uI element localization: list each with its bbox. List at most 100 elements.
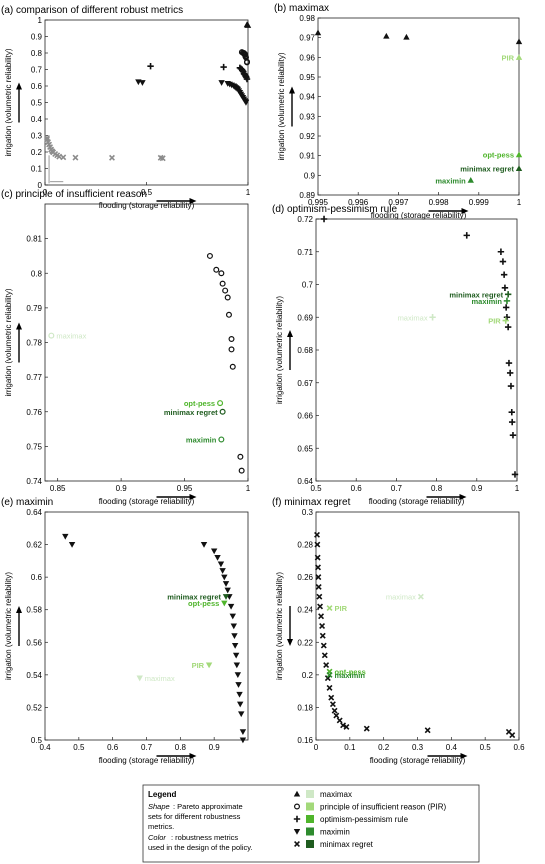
data-point (316, 593, 323, 600)
highlight-point (48, 332, 55, 339)
y-tick-label: 0.78 (26, 339, 42, 348)
x-tick-label: 0.999 (469, 198, 490, 207)
point-label: minimax regret (164, 408, 218, 417)
y-tick-label: 0.76 (26, 408, 42, 417)
y-tick-label: 0.2 (31, 148, 43, 157)
x-tick-label: 0.8 (175, 743, 187, 752)
data-point (159, 155, 166, 162)
y-tick-label: 0.66 (297, 412, 313, 421)
data-point (219, 568, 226, 574)
data-point (511, 471, 519, 478)
x-tick-label: 0.4 (446, 743, 458, 752)
legend-entry-label: principle of insufficient reason (PIR) (320, 803, 446, 812)
y-axis-label: irrigation (volumetric reliability) (4, 288, 13, 396)
axes-frame-c (44, 203, 249, 482)
highlight-point (326, 671, 333, 678)
y-tick-label: 0.3 (302, 508, 314, 517)
highlight-point (218, 436, 225, 443)
x-axis-label: flooding (storage reliability) (369, 497, 465, 506)
x-axis-label: flooding (storage reliability) (99, 201, 195, 210)
highlight-point (515, 54, 523, 60)
x-tick-label: 1 (517, 198, 522, 207)
data-point (319, 623, 326, 629)
data-point (328, 694, 335, 701)
data-point (239, 737, 247, 744)
data-point (508, 409, 515, 416)
y-tick-label: 0.26 (297, 573, 313, 582)
data-point (424, 727, 431, 734)
y-tick-label: 0.7 (31, 66, 43, 75)
x-tick-label: 0.997 (388, 198, 409, 207)
legend-shape-marker (293, 790, 301, 797)
data-point (239, 729, 247, 736)
data-point (225, 311, 232, 318)
data-point (228, 346, 235, 353)
x-axis-label: flooding (storage reliability) (371, 211, 467, 220)
y-tick-label: 0.1 (31, 165, 43, 174)
legend-color-key: Color (148, 833, 166, 842)
data-point (403, 33, 410, 40)
highlight-point (429, 314, 436, 321)
panel-title-c: (c) principle of insufficient reason (1, 189, 147, 200)
x-tick-label: 0.6 (513, 743, 525, 752)
highlight-point (222, 594, 230, 600)
y-tick-label: 0.3 (31, 132, 43, 141)
data-point (222, 581, 230, 587)
highlight-point (502, 317, 509, 324)
axes-frame-f (315, 511, 520, 741)
x-tick-label: 0.9 (209, 743, 221, 752)
y-tick-label: 0.8 (31, 49, 43, 58)
highlight-point (219, 408, 226, 415)
point-label: maximin (472, 297, 503, 306)
legend-shape-marker (294, 803, 301, 810)
data-point (210, 548, 218, 555)
data-point (238, 467, 245, 474)
data-point (227, 603, 235, 610)
panel-f: (f) minimax regret 0 0.1 0.2 0.3 0.4 0.5 0.6 0.1… (272, 497, 525, 765)
panel-b: (b) maximax 0.995 0.996 0.997 0.998 0.999 1 0.8… (274, 3, 523, 220)
panel-c: (c) principle of insufficient reason 0.85… (1, 189, 251, 506)
data-point (221, 574, 228, 581)
legend-color-swatch (306, 815, 314, 823)
data-point (224, 294, 231, 301)
legend-shape-marker (294, 841, 300, 847)
legend-color-swatch (306, 790, 314, 798)
y-tick-label: 0.6 (31, 82, 43, 91)
y-tick-label: 0.2 (302, 671, 314, 680)
data-point (340, 722, 347, 729)
data-point (314, 531, 320, 538)
x-tick-label: 0.8 (431, 484, 443, 493)
x-tick-label: 0.5 (141, 188, 153, 197)
y-tick-label: 0.93 (299, 112, 315, 121)
highlight-point (221, 600, 228, 607)
y-tick-label: 0.54 (26, 671, 42, 680)
y-tick-label: 0.67 (297, 379, 313, 388)
legend-shape-marker (293, 828, 301, 835)
data-point (507, 382, 515, 390)
y-tick-label: 0.94 (299, 93, 315, 102)
data-point (504, 323, 512, 331)
data-point (501, 284, 509, 291)
data-point (234, 672, 242, 679)
point-label: PIR (488, 317, 501, 326)
data-point (60, 154, 67, 161)
data-point (320, 215, 328, 223)
x-tick-label: 0.998 (429, 198, 450, 207)
y-tick-label: 0.75 (26, 442, 42, 451)
x-tick-label: 0.5 (480, 743, 492, 752)
data-point (109, 154, 115, 161)
data-point (329, 701, 336, 708)
x-tick-label: 0.6 (107, 743, 119, 752)
y-tick-label: 0.58 (26, 606, 42, 615)
legend-entry-label: minimax regret (320, 840, 374, 849)
data-point (321, 652, 328, 659)
data-point (214, 555, 221, 561)
data-point (44, 135, 50, 141)
x-tick-label: 0 (314, 743, 319, 752)
y-tick-label: 0.89 (299, 191, 315, 200)
point-label: minimax regret (167, 593, 221, 602)
axes-frame-a (44, 19, 249, 186)
x-tick-label: 0.4 (39, 743, 51, 752)
